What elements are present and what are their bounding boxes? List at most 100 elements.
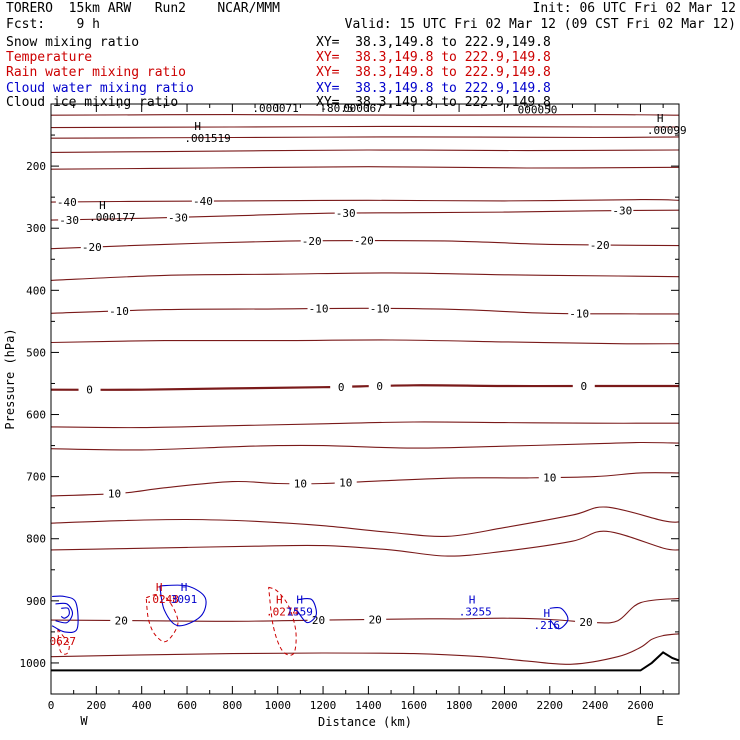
temperature-label-bg-6-3 xyxy=(611,204,634,217)
temperature-contour-14 xyxy=(50,472,680,497)
forecast-hour: Fcst: 9 h xyxy=(6,17,100,32)
temperature-contour-12 xyxy=(50,421,680,429)
x-tick-label-9: 1800 xyxy=(446,699,473,712)
maximum-label-8: 3091 xyxy=(171,593,198,606)
temperature-label-bg-7-2 xyxy=(352,234,375,247)
field-xy-rain: XY= 38.3,149.8 to 222.9,149.8 xyxy=(316,65,551,80)
temperature-label-11-0: 0 xyxy=(86,384,93,397)
cloud-water-contour-0 xyxy=(51,595,79,633)
field-legend-temperature: Temperature xyxy=(6,50,93,65)
temperature-label-11-2: 0 xyxy=(376,380,383,393)
cloud-water-contour-4 xyxy=(297,597,317,624)
temperature-label-bg-7-0 xyxy=(80,241,103,254)
y-tick-label-8: 1000 xyxy=(20,657,47,670)
temperature-contour-1 xyxy=(50,125,680,129)
field-xy-snow: XY= 38.3,149.8 to 222.9,149.8 xyxy=(316,35,551,50)
init-time: Init: 06 UTC Fri 02 Mar 12 xyxy=(532,1,737,16)
y-axis-title: Pressure (hPa) xyxy=(3,328,17,429)
temperature-label-17-2: 20 xyxy=(369,613,382,626)
maximum-marker-0: H xyxy=(657,112,664,125)
temperature-label-9-0: -10 xyxy=(109,305,129,318)
x-tick-label-10: 2000 xyxy=(491,699,518,712)
temperature-label-6-1: -30 xyxy=(168,211,188,224)
y-tick-label-6: 800 xyxy=(26,533,46,546)
temperature-contour-0 xyxy=(50,114,680,116)
maximum-label-1: .001519 xyxy=(184,132,230,145)
x-tick-label-6: 1200 xyxy=(310,699,337,712)
temperature-label-6-2: -30 xyxy=(336,207,356,220)
temperature-label-14-3: 10 xyxy=(543,471,556,484)
temperature-label-9-3: -10 xyxy=(569,307,589,320)
temperature-label-bg-5-0 xyxy=(55,195,78,208)
x-tick-label-7: 1400 xyxy=(355,699,382,712)
temperature-contour-17 xyxy=(50,597,680,624)
temperature-label-bg-6-1 xyxy=(166,211,189,224)
temperature-label-7-3: -20 xyxy=(590,239,610,252)
temperature-label-bg-9-0 xyxy=(108,305,131,318)
x-tick-label-12: 2400 xyxy=(582,699,609,712)
cloud-water-contour-2 xyxy=(60,607,70,619)
temperature-label-bg-14-1 xyxy=(289,477,312,490)
rain-contour-2 xyxy=(268,586,297,656)
maximum-marker-11: H xyxy=(469,593,476,606)
field-legend-snow: Snow mixing ratio xyxy=(6,35,140,50)
cloud-water-contour-3 xyxy=(159,584,207,627)
temperature-label-7-2: -20 xyxy=(354,235,374,248)
x-tick-label-11: 2200 xyxy=(537,699,564,712)
field-xy-temperature: XY= 38.3,149.8 to 222.9,149.8 xyxy=(316,50,551,65)
temperature-contour-15 xyxy=(50,506,680,537)
x-tick-label-1: 200 xyxy=(86,699,106,712)
temperature-label-bg-9-3 xyxy=(568,307,591,320)
x-tick-label-8: 1600 xyxy=(400,699,427,712)
rain-contour-1 xyxy=(145,594,179,643)
temperature-contour-13 xyxy=(50,441,680,451)
cloud-water-contour-1 xyxy=(55,602,74,624)
temperature-label-5-1: -40 xyxy=(193,195,213,208)
temperature-label-bg-5-1 xyxy=(191,195,214,208)
field-xy-cloud-water: XY= 38.3,149.8 to 222.9,149.8 xyxy=(316,81,551,96)
temperature-label-bg-11-2 xyxy=(368,380,391,393)
maximum-label-13: 0627 xyxy=(49,635,76,648)
temperature-label-17-1: 20 xyxy=(312,614,325,627)
temperature-label-17-0: 20 xyxy=(115,615,128,628)
y-tick-label-1: 300 xyxy=(26,222,46,235)
temperature-label-bg-7-1 xyxy=(300,235,323,248)
maximum-label-9: .0274 xyxy=(266,605,299,618)
y-tick-label-4: 600 xyxy=(26,409,46,422)
maximum-label-0: .00099 xyxy=(647,124,687,137)
temperature-label-9-1: -10 xyxy=(309,303,329,316)
temperature-label-5-0: -40 xyxy=(57,196,77,209)
temperature-contour-16 xyxy=(50,530,680,557)
temperature-contour-6 xyxy=(50,209,680,221)
rain-contour-0 xyxy=(57,628,70,655)
x-tick-label-0: 0 xyxy=(48,699,55,712)
temperature-contour-8 xyxy=(50,272,680,281)
temperature-label-bg-14-0 xyxy=(103,487,126,500)
temperature-contour-4 xyxy=(50,166,680,170)
y-tick-label-0: 200 xyxy=(26,160,46,173)
maximum-label-6: 000050 xyxy=(518,103,558,116)
maximum-marker-2: H xyxy=(99,199,106,212)
terrain-line xyxy=(51,651,680,672)
maximum-marker-7: H xyxy=(156,581,163,594)
y-tick-label-3: 500 xyxy=(26,346,46,359)
temperature-label-bg-7-3 xyxy=(588,238,611,251)
maximum-label-3: .000071 xyxy=(252,102,298,115)
temperature-label-7-0: -20 xyxy=(82,241,102,254)
temperature-label-bg-17-2 xyxy=(364,613,387,626)
valid-time: Valid: 15 UTC Fri 02 Mar 12 (09 CST Fri … xyxy=(344,17,736,32)
temperature-label-bg-9-1 xyxy=(307,302,330,315)
temperature-label-bg-6-2 xyxy=(334,207,357,220)
y-tick-label-5: 700 xyxy=(26,471,46,484)
x-tick-label-3: 600 xyxy=(177,699,197,712)
temperature-label-bg-17-3 xyxy=(575,615,598,628)
temperature-contour-2 xyxy=(50,136,680,139)
plot-frame xyxy=(50,103,680,695)
temperature-label-6-3: -30 xyxy=(612,205,632,218)
temperature-label-9-2: -10 xyxy=(370,302,390,315)
temperature-label-bg-6-0 xyxy=(58,213,81,226)
temperature-label-7-1: -20 xyxy=(302,235,322,248)
x-tick-label-4: 800 xyxy=(222,699,242,712)
temperature-contour-9 xyxy=(50,307,680,315)
